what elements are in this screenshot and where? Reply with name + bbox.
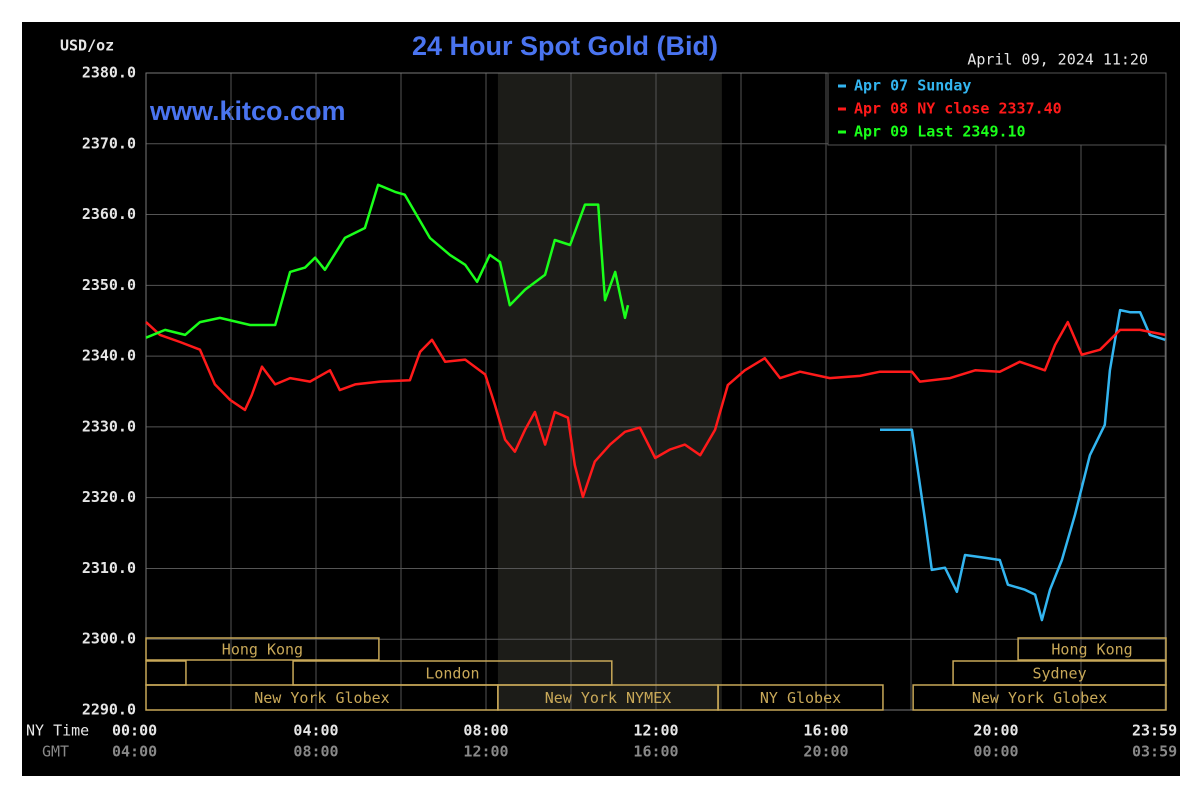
timestamp: April 09, 2024 11:20 (967, 51, 1148, 69)
session-label: NY Globex (760, 689, 841, 707)
y-tick-label: 2350.0 (82, 276, 136, 294)
price-line (145, 320, 1166, 499)
y-tick-label: 2370.0 (82, 134, 136, 152)
price-line (880, 308, 1166, 622)
session-label: New York NYMEX (545, 689, 671, 707)
legend-label: Apr 08 NY close 2337.40 (854, 100, 1062, 118)
x-tick-label: 20:00 (973, 722, 1018, 740)
gmt-tick-label: 20:00 (803, 743, 848, 761)
x-tick-label: 04:00 (293, 722, 338, 740)
y-tick-label: 2320.0 (82, 488, 136, 506)
chart-title: 24 Hour Spot Gold (Bid) (412, 31, 718, 61)
y-tick-label: 2340.0 (82, 347, 136, 365)
unit-label: USD/oz (60, 37, 114, 55)
gmt-tick-label: 00:00 (973, 743, 1018, 761)
session-label: Hong Kong (222, 641, 303, 659)
price-line (145, 183, 630, 339)
legend-box (827, 72, 1167, 146)
x-axis-label: NY Time (26, 722, 89, 740)
legend-label: Apr 09 Last 2349.10 (854, 123, 1026, 141)
y-tick-label: 2290.0 (82, 701, 136, 719)
gmt-tick-label: 16:00 (633, 743, 678, 761)
session-label: Hong Kong (1051, 641, 1132, 659)
gmt-tick-label: 08:00 (293, 743, 338, 761)
y-tick-label: 2330.0 (82, 417, 136, 435)
x-tick-label: 16:00 (803, 722, 848, 740)
x-tick-label: 12:00 (633, 722, 678, 740)
session-label: New York Globex (254, 689, 389, 707)
x-tick-label: 08:00 (463, 722, 508, 740)
x-tick-label: 23:59 (1132, 722, 1177, 740)
session-bar (912, 684, 1167, 711)
gmt-tick-label: 12:00 (463, 743, 508, 761)
session-label: Sydney (1032, 665, 1086, 683)
session-bar (717, 684, 884, 711)
shaded-region (497, 73, 722, 710)
y-tick-label: 2380.0 (82, 64, 136, 82)
gmt-tick-label: 04:00 (112, 743, 157, 761)
session-bar (145, 637, 380, 661)
session-label: London (425, 665, 479, 683)
y-tick-label: 2310.0 (82, 559, 136, 577)
session-bar (1017, 637, 1167, 661)
gmt-axis-label: GMT (42, 743, 69, 761)
y-tick-label: 2300.0 (82, 630, 136, 648)
legend-label: Apr 07 Sunday (854, 77, 971, 95)
gmt-tick-label: 03:59 (1132, 743, 1177, 761)
session-label: New York Globex (972, 689, 1107, 707)
watermark: www.kitco.com (149, 96, 346, 126)
x-tick-label: 00:00 (112, 722, 157, 740)
y-tick-label: 2360.0 (82, 205, 136, 223)
